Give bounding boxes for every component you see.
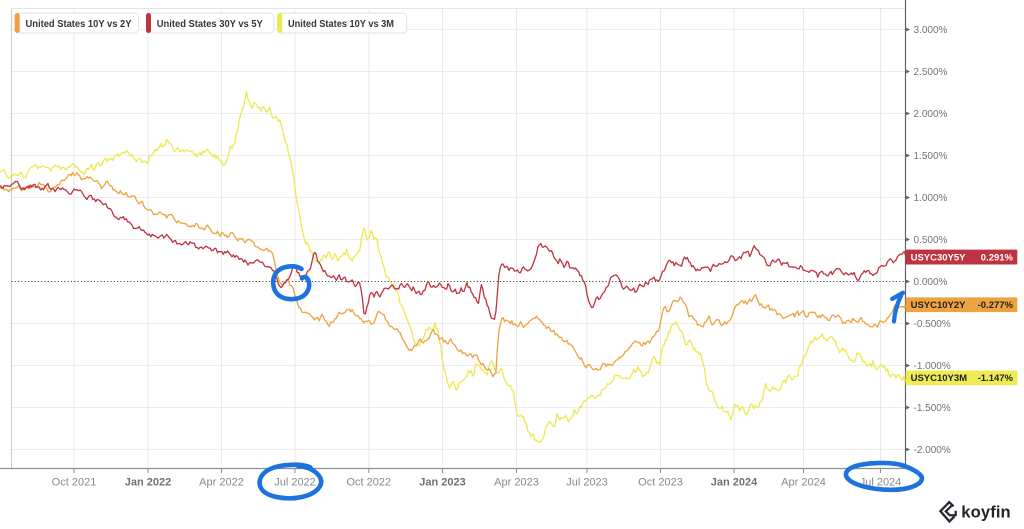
svg-text:1.000%: 1.000% <box>914 193 948 204</box>
svg-text:1.500%: 1.500% <box>914 151 948 162</box>
svg-text:United States 10Y vs 3M: United States 10Y vs 3M <box>288 19 394 30</box>
svg-text:Apr 2022: Apr 2022 <box>199 477 244 489</box>
svg-text:Jan 2024: Jan 2024 <box>711 477 758 489</box>
svg-text:0.291%: 0.291% <box>981 252 1014 263</box>
svg-text:koyfin: koyfin <box>961 502 1010 521</box>
svg-text:0.000%: 0.000% <box>914 277 948 288</box>
svg-text:USYC10Y2Y: USYC10Y2Y <box>911 300 967 311</box>
svg-text:-0.277%: -0.277% <box>978 300 1014 311</box>
svg-text:United States 10Y vs 2Y: United States 10Y vs 2Y <box>26 19 132 30</box>
svg-text:-2.000%: -2.000% <box>914 445 951 456</box>
svg-text:2.000%: 2.000% <box>914 109 948 120</box>
svg-text:Apr 2024: Apr 2024 <box>781 477 826 489</box>
svg-text:Jan 2022: Jan 2022 <box>125 477 171 489</box>
svg-text:0.500%: 0.500% <box>914 235 948 246</box>
svg-text:2.500%: 2.500% <box>914 67 948 78</box>
svg-text:Oct 2023: Oct 2023 <box>638 477 683 489</box>
svg-text:Jul 2023: Jul 2023 <box>566 477 608 489</box>
svg-text:Jul 2024: Jul 2024 <box>860 477 902 489</box>
svg-text:USYC30Y5Y: USYC30Y5Y <box>911 252 967 263</box>
svg-text:USYC10Y3M: USYC10Y3M <box>911 373 968 384</box>
svg-text:3.000%: 3.000% <box>914 25 948 36</box>
svg-text:-1.500%: -1.500% <box>914 403 951 414</box>
svg-text:-0.500%: -0.500% <box>914 319 951 330</box>
svg-text:-1.000%: -1.000% <box>914 361 951 372</box>
svg-text:Oct 2021: Oct 2021 <box>52 477 97 489</box>
svg-text:United States 30Y vs 5Y: United States 30Y vs 5Y <box>157 19 263 30</box>
svg-text:Jul 2022: Jul 2022 <box>274 477 316 489</box>
svg-text:Jan 2023: Jan 2023 <box>419 477 465 489</box>
svg-text:Apr 2023: Apr 2023 <box>494 477 539 489</box>
svg-text:-1.147%: -1.147% <box>978 373 1014 384</box>
svg-text:Oct 2022: Oct 2022 <box>346 477 391 489</box>
